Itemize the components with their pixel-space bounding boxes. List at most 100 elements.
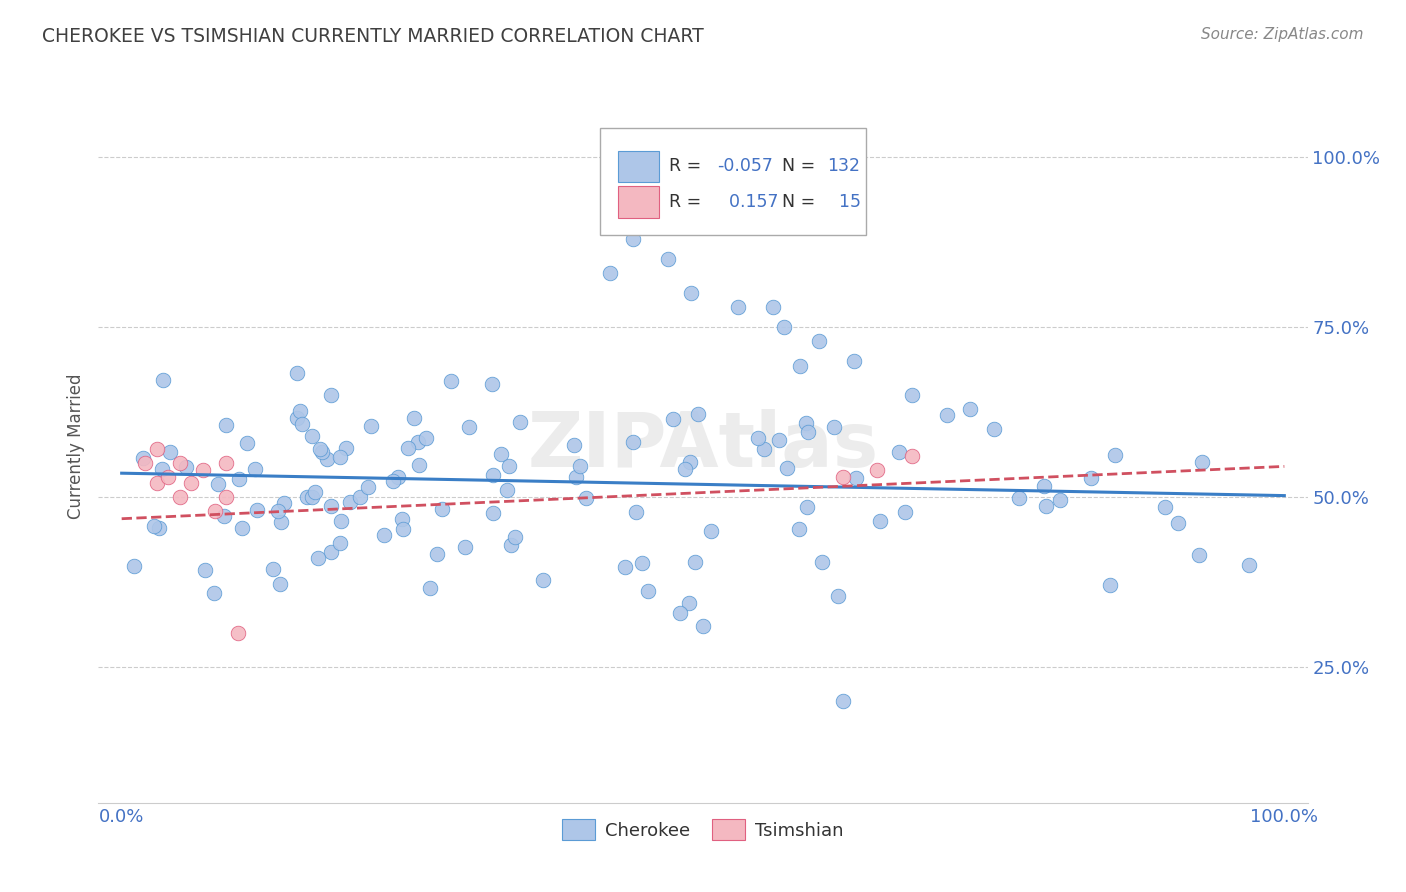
Point — [621, 232, 644, 246]
Point — [309, 442, 332, 456]
Point — [531, 574, 554, 588]
Text: CHEROKEE VS TSIMSHIAN CURRENTLY MARRIED CORRELATION CHART: CHEROKEE VS TSIMSHIAN CURRENTLY MARRIED … — [42, 27, 704, 45]
Point — [285, 410, 308, 425]
Point — [291, 417, 314, 431]
Point — [415, 431, 437, 445]
Point — [457, 420, 479, 434]
Point — [796, 500, 818, 514]
Point — [1239, 558, 1261, 572]
Point — [498, 459, 520, 474]
Point — [681, 286, 703, 301]
Point — [382, 474, 405, 488]
Point — [262, 562, 284, 576]
Point — [440, 374, 463, 388]
Point — [787, 522, 810, 536]
Point — [349, 490, 371, 504]
Point — [398, 441, 420, 455]
Point — [402, 410, 425, 425]
Point — [889, 445, 911, 459]
Point — [568, 459, 591, 474]
Point — [700, 524, 723, 539]
Point — [844, 354, 866, 368]
Point — [614, 560, 637, 574]
Point — [901, 388, 924, 402]
Point — [983, 422, 1005, 436]
Point — [406, 434, 429, 449]
Point — [270, 515, 292, 529]
Point — [148, 521, 170, 535]
Point — [122, 558, 145, 573]
Point — [901, 449, 924, 463]
Text: -0.057: -0.057 — [717, 157, 773, 175]
Point — [226, 626, 249, 640]
Point — [678, 596, 700, 610]
Point — [1035, 500, 1057, 514]
Point — [453, 540, 475, 554]
Point — [321, 545, 343, 559]
Point — [1080, 471, 1102, 485]
Point — [311, 445, 333, 459]
Point — [894, 505, 917, 519]
Point — [752, 442, 775, 456]
Point — [204, 503, 226, 517]
Point — [295, 491, 318, 505]
FancyBboxPatch shape — [619, 151, 659, 182]
Point — [630, 556, 652, 570]
FancyBboxPatch shape — [600, 128, 866, 235]
Point — [202, 585, 225, 599]
Point — [823, 420, 845, 434]
Point — [668, 606, 690, 620]
Point — [503, 530, 526, 544]
Point — [827, 590, 849, 604]
Point — [866, 463, 889, 477]
Point — [329, 450, 352, 465]
Point — [215, 490, 238, 504]
Point — [174, 460, 197, 475]
Point — [1007, 491, 1029, 505]
Point — [491, 448, 513, 462]
Text: R =: R = — [669, 193, 707, 211]
Point — [246, 503, 269, 517]
Point — [1032, 479, 1054, 493]
Point — [180, 476, 202, 491]
Point — [191, 463, 214, 477]
Point — [169, 456, 191, 470]
Point — [194, 563, 217, 577]
Text: N =: N = — [782, 193, 820, 211]
Point — [285, 366, 308, 380]
Text: N =: N = — [782, 157, 820, 175]
Point — [637, 584, 659, 599]
Point — [831, 694, 853, 708]
Y-axis label: Currently Married: Currently Married — [66, 373, 84, 519]
Point — [482, 468, 505, 483]
Point — [319, 388, 342, 402]
Point — [316, 452, 339, 467]
Point — [481, 506, 503, 520]
Text: R =: R = — [669, 157, 707, 175]
Text: 15: 15 — [828, 193, 860, 211]
Point — [150, 462, 173, 476]
Point — [657, 252, 679, 266]
Point — [214, 508, 236, 523]
Point — [356, 480, 378, 494]
Point — [869, 514, 891, 528]
Point — [391, 512, 413, 526]
Point — [207, 477, 229, 491]
Point — [159, 445, 181, 459]
Point — [231, 521, 253, 535]
Point — [686, 407, 709, 421]
Point — [426, 547, 449, 561]
Point — [419, 581, 441, 595]
Point — [215, 456, 238, 470]
Point — [329, 514, 352, 528]
Point — [683, 555, 706, 569]
Point — [673, 462, 696, 476]
Point — [796, 416, 818, 430]
Point — [215, 417, 238, 432]
Point — [936, 409, 959, 423]
Point — [509, 415, 531, 429]
Point — [499, 538, 522, 552]
Point — [245, 462, 267, 476]
Point — [599, 266, 621, 280]
Point — [301, 428, 323, 442]
